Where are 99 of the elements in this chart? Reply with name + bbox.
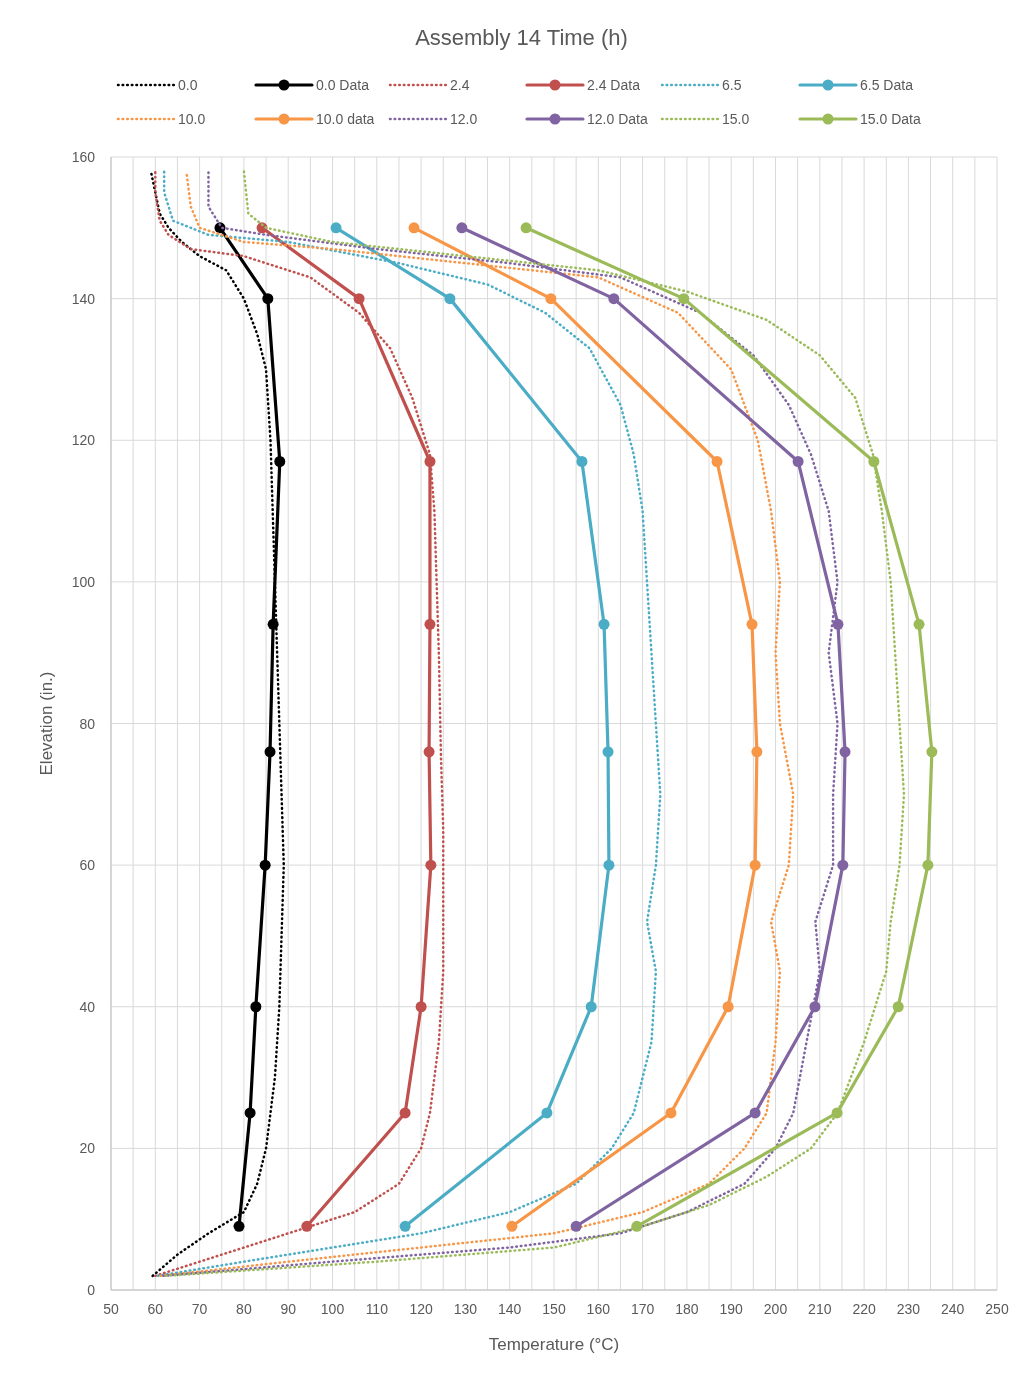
point bbox=[809, 1001, 821, 1013]
x-tick-label: 50 bbox=[103, 1301, 119, 1317]
chart-title: Assembly 14 Time (h) bbox=[415, 25, 628, 50]
legend-label: 12.0 Data bbox=[587, 111, 648, 127]
point bbox=[274, 455, 286, 467]
point bbox=[598, 618, 610, 630]
y-tick-label: 0 bbox=[87, 1282, 96, 1298]
x-tick-label: 60 bbox=[147, 1301, 164, 1317]
point bbox=[408, 222, 420, 234]
x-tick-label: 140 bbox=[498, 1301, 522, 1317]
point bbox=[424, 618, 436, 630]
point bbox=[520, 222, 532, 234]
x-tick-label: 160 bbox=[586, 1301, 611, 1317]
x-tick-label: 150 bbox=[542, 1301, 566, 1317]
x-tick-label: 230 bbox=[896, 1301, 921, 1317]
point bbox=[746, 618, 758, 630]
point bbox=[233, 1220, 245, 1232]
point bbox=[603, 859, 615, 871]
point bbox=[722, 1001, 734, 1013]
x-tick-label: 90 bbox=[280, 1301, 297, 1317]
legend-label: 2.4 bbox=[450, 77, 470, 93]
point bbox=[425, 859, 437, 871]
point bbox=[926, 746, 938, 758]
point bbox=[423, 746, 435, 758]
y-axis-title: Elevation (in.) bbox=[37, 671, 56, 776]
point bbox=[831, 1107, 843, 1119]
point bbox=[678, 293, 690, 305]
line-series bbox=[154, 169, 445, 1278]
point bbox=[751, 746, 763, 758]
point bbox=[353, 293, 365, 305]
y-tick-label: 20 bbox=[79, 1140, 96, 1157]
point bbox=[711, 455, 723, 467]
x-axis-title: Temperature (°C) bbox=[488, 1335, 620, 1354]
legend-label: 15.0 bbox=[722, 111, 750, 127]
point bbox=[262, 293, 274, 305]
point bbox=[330, 222, 342, 234]
point bbox=[570, 1220, 582, 1232]
point bbox=[585, 1001, 597, 1013]
x-tick-label: 70 bbox=[191, 1301, 208, 1317]
point bbox=[541, 1107, 553, 1119]
y-tick-label: 80 bbox=[79, 715, 96, 732]
y-tick-label: 140 bbox=[71, 290, 96, 307]
legend-label: 0.0 bbox=[178, 77, 198, 93]
legend-label: 6.5 bbox=[722, 77, 742, 93]
point bbox=[506, 1220, 518, 1232]
x-tick-label: 170 bbox=[630, 1301, 655, 1317]
legend-label: 6.5 Data bbox=[860, 77, 914, 93]
point bbox=[665, 1107, 677, 1119]
x-tick-label: 130 bbox=[453, 1301, 478, 1317]
point bbox=[832, 618, 844, 630]
point bbox=[631, 1220, 643, 1232]
x-tick-label: 180 bbox=[675, 1301, 699, 1317]
x-tick-label: 200 bbox=[763, 1301, 788, 1317]
point bbox=[868, 455, 880, 467]
point bbox=[922, 859, 934, 871]
point bbox=[749, 859, 761, 871]
legend-label: 2.4 Data bbox=[587, 77, 641, 93]
y-tick-label: 100 bbox=[71, 573, 96, 590]
x-tick-label: 120 bbox=[409, 1301, 433, 1317]
point bbox=[749, 1107, 761, 1119]
y-tick-label: 160 bbox=[71, 149, 96, 165]
y-tick-label: 120 bbox=[71, 432, 96, 449]
x-tick-label: 210 bbox=[808, 1301, 832, 1317]
x-tick-label: 80 bbox=[236, 1301, 252, 1317]
point bbox=[913, 618, 925, 630]
point bbox=[250, 1001, 262, 1013]
point bbox=[259, 859, 271, 871]
point bbox=[444, 293, 456, 305]
y-tick-label: 40 bbox=[79, 998, 96, 1015]
point bbox=[267, 618, 279, 630]
legend-label: 12.0 bbox=[450, 111, 478, 127]
point bbox=[892, 1001, 904, 1013]
point bbox=[839, 746, 851, 758]
legend-label: 15.0 Data bbox=[860, 111, 921, 127]
x-tick-label: 240 bbox=[941, 1301, 965, 1317]
y-tick-label: 60 bbox=[79, 857, 96, 874]
point bbox=[415, 1001, 427, 1013]
point bbox=[399, 1107, 411, 1119]
point bbox=[602, 746, 614, 758]
legend-label: 0.0 Data bbox=[316, 77, 370, 93]
x-tick-label: 220 bbox=[852, 1301, 876, 1317]
x-tick-label: 110 bbox=[365, 1301, 389, 1317]
point bbox=[792, 455, 804, 467]
point bbox=[301, 1220, 313, 1232]
point bbox=[456, 222, 468, 234]
line-series bbox=[156, 169, 662, 1278]
point bbox=[576, 455, 588, 467]
point bbox=[399, 1220, 411, 1232]
x-tick-label: 190 bbox=[719, 1301, 744, 1317]
point bbox=[424, 455, 436, 467]
point bbox=[608, 293, 620, 305]
x-tick-label: 100 bbox=[320, 1301, 345, 1317]
legend-label: 10.0 data bbox=[316, 111, 375, 127]
point bbox=[244, 1107, 256, 1119]
legend-label: 10.0 bbox=[178, 111, 206, 127]
x-tick-label: 250 bbox=[985, 1301, 1009, 1317]
point bbox=[545, 293, 557, 305]
point bbox=[264, 746, 276, 758]
point bbox=[837, 859, 849, 871]
